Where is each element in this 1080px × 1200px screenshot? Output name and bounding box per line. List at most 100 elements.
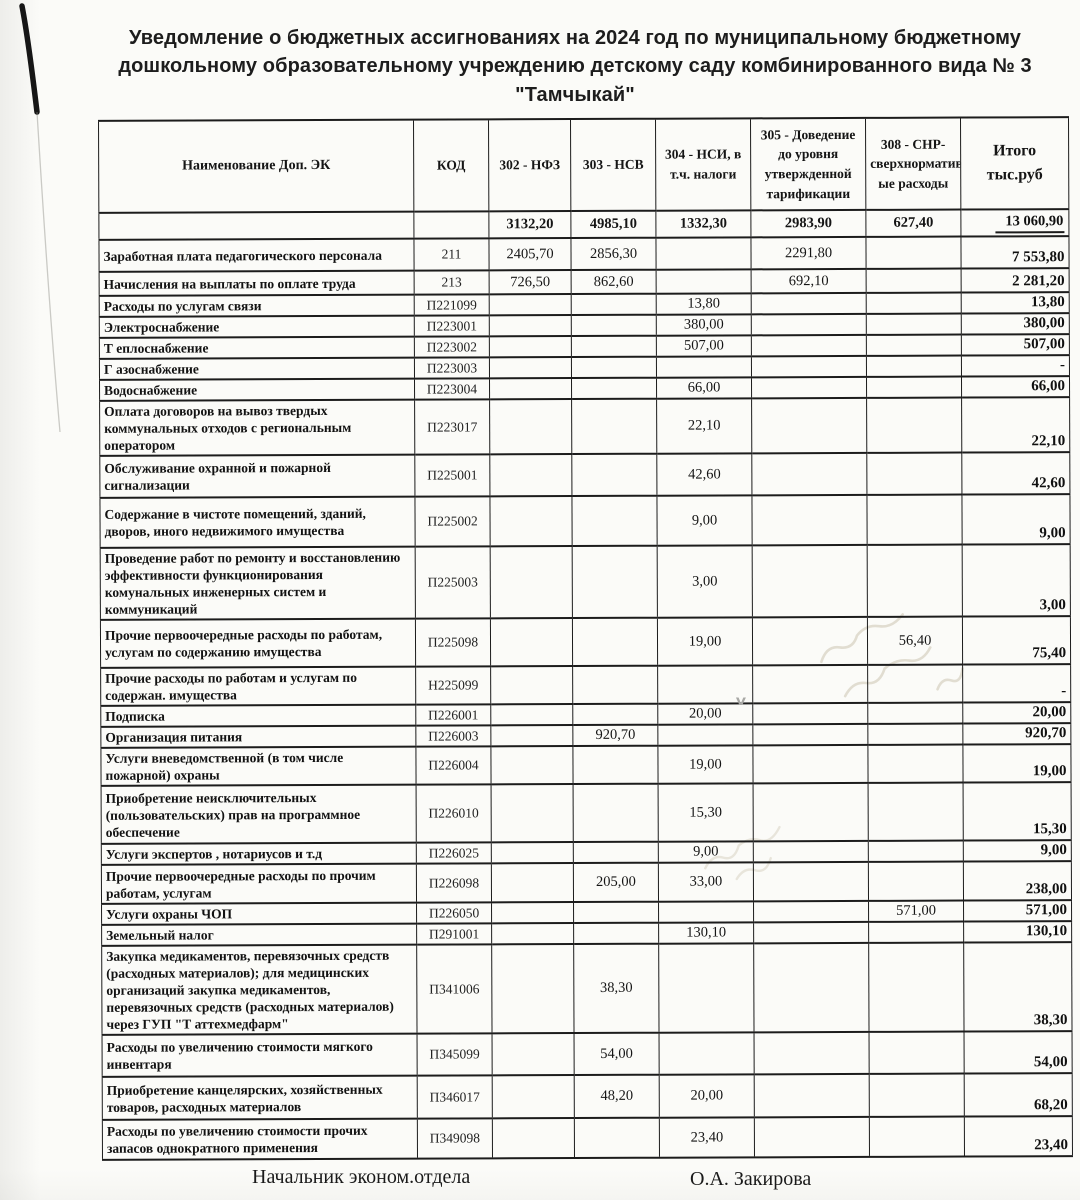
cell-302: [489, 357, 572, 379]
cell-305: [751, 452, 867, 496]
cell-305: 2983,90: [750, 209, 866, 238]
cell-code: 211: [413, 238, 490, 271]
cell-305: [752, 723, 868, 746]
cell-308: [867, 702, 963, 724]
cell-305: [754, 1031, 870, 1075]
cell-308: [866, 334, 962, 356]
cell-code: П291001: [416, 923, 492, 945]
cell-305: [753, 861, 869, 902]
table-row: Приобретение неисключительных (пользоват…: [101, 782, 1072, 844]
cell-303: [572, 703, 658, 726]
cell-302: [491, 784, 574, 843]
cell-308: [866, 355, 962, 377]
cell-name: Водоснабжение: [99, 378, 415, 401]
cell-308: [867, 744, 964, 783]
cell-304: 15,30: [658, 783, 754, 842]
cell-303: [573, 901, 659, 924]
cell-name: Приобретение неисключительных (пользоват…: [101, 784, 417, 844]
cell-308: [866, 494, 963, 545]
cell-305: [751, 334, 867, 357]
cell-303: [573, 841, 659, 864]
cell-304: [657, 724, 753, 746]
cell-total: 571,00: [963, 900, 1072, 922]
table-row: Закупка медикаментов, перевязочных средс…: [101, 942, 1073, 1035]
cell-304: 19,00: [657, 745, 754, 784]
table-row: Расходы по увеличению стоимости мягкого …: [102, 1031, 1073, 1077]
cell-303: [571, 314, 657, 337]
cell-302: [491, 863, 574, 903]
cell-name: Закупка медикаментов, перевязочных средс…: [101, 944, 418, 1035]
cell-303: [571, 293, 657, 316]
table-row: Прочие расходы по работам и услугам по с…: [100, 664, 1071, 706]
cell-total: 7 553,80: [960, 236, 1070, 269]
cell-name: Прочие расходы по работам и услугам по с…: [100, 666, 416, 706]
cell-304: 380,00: [656, 314, 752, 336]
cell-303: [574, 1117, 660, 1159]
cell-303: [572, 545, 658, 619]
cell-308: [868, 840, 964, 862]
cell-304: 9,00: [658, 841, 754, 863]
cell-code: П223017: [414, 399, 490, 455]
cell-305: [751, 292, 867, 315]
cell-305: [751, 494, 868, 546]
cell-total: 507,00: [961, 334, 1070, 356]
cell-code: П349098: [417, 1118, 493, 1159]
table-row: Заработная плата педагогического персона…: [98, 236, 1070, 272]
cell-code: П345099: [417, 1033, 493, 1076]
column-header-name: Наименование Доп. ЭК: [98, 119, 414, 213]
table-row: Содержание в чистоте помещений, зданий, …: [99, 494, 1071, 548]
cell-total: 920,70: [962, 723, 1071, 745]
cell-308: [867, 544, 963, 617]
cell-305: [751, 355, 867, 378]
table-row: Проведение работ по ремонту и восстановл…: [100, 544, 1071, 620]
cell-code: 213: [414, 270, 490, 295]
cell-code: П226001: [415, 704, 491, 726]
cell-name: Начисления на выплаты по оплате труда: [99, 270, 415, 296]
cell-305: [753, 921, 869, 944]
cell-308: [866, 268, 962, 293]
cell-name: Организация питания: [100, 725, 416, 748]
cell-303: [571, 356, 657, 379]
cell-name: Услуги экспертов , нотариусов и т.д: [101, 842, 417, 865]
check-mark-annotation: v: [735, 692, 746, 708]
cell-total: 9,00: [963, 840, 1072, 862]
cell-code: П226098: [416, 863, 492, 903]
cell-302: 726,50: [489, 270, 572, 295]
cell-total: 20,00: [962, 702, 1071, 724]
cell-303: 4985,10: [570, 210, 656, 239]
cell-302: [491, 923, 574, 945]
cell-304: [658, 901, 754, 923]
cell-name: Прочие первоочередные расходы по работам…: [100, 618, 416, 668]
cell-308: [869, 1031, 965, 1074]
cell-code: П226025: [416, 842, 492, 864]
cell-308: [868, 782, 964, 841]
cell-305: [752, 702, 868, 725]
cell-name: Электроснабжение: [99, 315, 415, 338]
cell-code: П226010: [416, 784, 492, 843]
cell-303: 920,70: [572, 724, 658, 747]
cell-303: 54,00: [574, 1032, 660, 1076]
cell-303: 38,30: [573, 943, 660, 1034]
cell-303: [571, 377, 657, 400]
cell-304: [656, 269, 752, 294]
cell-304: [655, 237, 752, 270]
cell-total: 66,00: [961, 376, 1070, 398]
cell-code: П346017: [417, 1075, 493, 1119]
cell-total: 13,80: [961, 292, 1070, 314]
column-header-302: 302 - НФЗ: [488, 119, 571, 212]
cell-code: П226004: [415, 746, 492, 785]
cell-304: 9,00: [656, 495, 753, 546]
cell-name: Заработная плата педагогического персона…: [98, 238, 415, 272]
cell-302: [489, 336, 572, 358]
cell-302: [491, 902, 574, 924]
cell-name: [98, 211, 414, 240]
cell-302: [491, 842, 574, 864]
cell-308: [869, 1073, 965, 1117]
cell-304: 3,00: [657, 545, 753, 618]
cell-305: [751, 397, 867, 454]
cell-305: [753, 942, 870, 1033]
cell-308: [866, 376, 962, 398]
cell-name: Проведение работ по ремонту и восстановл…: [100, 546, 416, 620]
cell-total: 68,20: [964, 1073, 1073, 1117]
table-body: 3132,20 4985,10 1332,30 2983,90 627,40 1…: [98, 209, 1073, 1160]
